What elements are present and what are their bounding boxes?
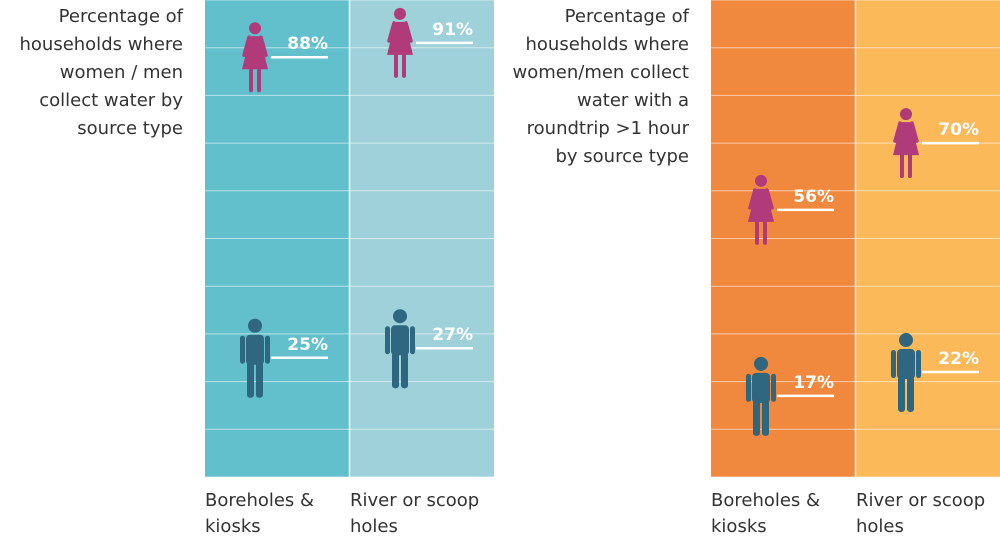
icon-body xyxy=(391,325,409,356)
icon-arm xyxy=(385,326,390,355)
person-icon xyxy=(242,22,268,93)
value-label: 22% xyxy=(938,349,979,369)
icon-leg xyxy=(755,220,759,245)
icon-leg xyxy=(256,361,263,398)
icon-body xyxy=(246,334,264,365)
person-icon xyxy=(385,309,415,389)
value-label: 70% xyxy=(938,120,979,140)
icon-arms xyxy=(748,188,774,210)
value-label: 91% xyxy=(432,20,473,40)
category-label: River or scoop holes xyxy=(856,490,986,537)
icon-arm xyxy=(771,373,776,402)
icon-head xyxy=(393,309,407,324)
icon-arm xyxy=(891,350,896,379)
icon-leg xyxy=(753,399,760,436)
panel-title: Percentage of households where women/men… xyxy=(512,6,690,167)
panel-title: Percentage of households where women / m… xyxy=(19,6,183,139)
icon-arms xyxy=(893,121,919,143)
icon-leg xyxy=(763,220,767,245)
icon-head xyxy=(899,333,913,348)
icon-arm xyxy=(746,373,751,402)
person-icon xyxy=(240,318,270,398)
person-icon xyxy=(748,174,774,245)
person-icon xyxy=(387,7,413,78)
value-label: 88% xyxy=(287,34,328,54)
icon-leg xyxy=(907,376,914,413)
icon-leg xyxy=(257,68,261,93)
icon-arm xyxy=(410,326,415,355)
value-label: 25% xyxy=(287,335,328,355)
icon-arms xyxy=(242,35,268,57)
icon-body xyxy=(752,372,770,403)
icon-leg xyxy=(247,361,254,398)
category-label: River or scoop holes xyxy=(350,490,480,537)
category-label: Boreholes & kiosks xyxy=(205,490,315,537)
icon-body xyxy=(897,349,915,380)
icon-head xyxy=(248,318,262,333)
icon-head xyxy=(755,174,767,187)
icon-leg xyxy=(908,154,912,179)
icon-arm xyxy=(240,335,245,364)
value-label: 17% xyxy=(793,373,834,393)
icon-leg xyxy=(402,53,406,78)
value-label: 27% xyxy=(432,325,473,345)
icon-leg xyxy=(394,53,398,78)
icon-arms xyxy=(387,21,413,43)
category-label: Boreholes & kiosks xyxy=(711,490,821,537)
icon-head xyxy=(394,7,406,20)
icon-arm xyxy=(916,350,921,379)
icon-leg xyxy=(249,68,253,93)
person-icon xyxy=(746,356,776,436)
person-icon xyxy=(893,108,919,179)
person-icon xyxy=(891,333,921,413)
icon-leg xyxy=(401,352,408,389)
value-label: 56% xyxy=(793,187,834,207)
icon-head xyxy=(249,22,261,35)
icon-head xyxy=(900,108,912,121)
icon-head xyxy=(754,356,768,371)
icon-leg xyxy=(898,376,905,413)
icon-arm xyxy=(265,335,270,364)
icon-leg xyxy=(392,352,399,389)
icon-leg xyxy=(900,154,904,179)
icon-leg xyxy=(762,399,769,436)
